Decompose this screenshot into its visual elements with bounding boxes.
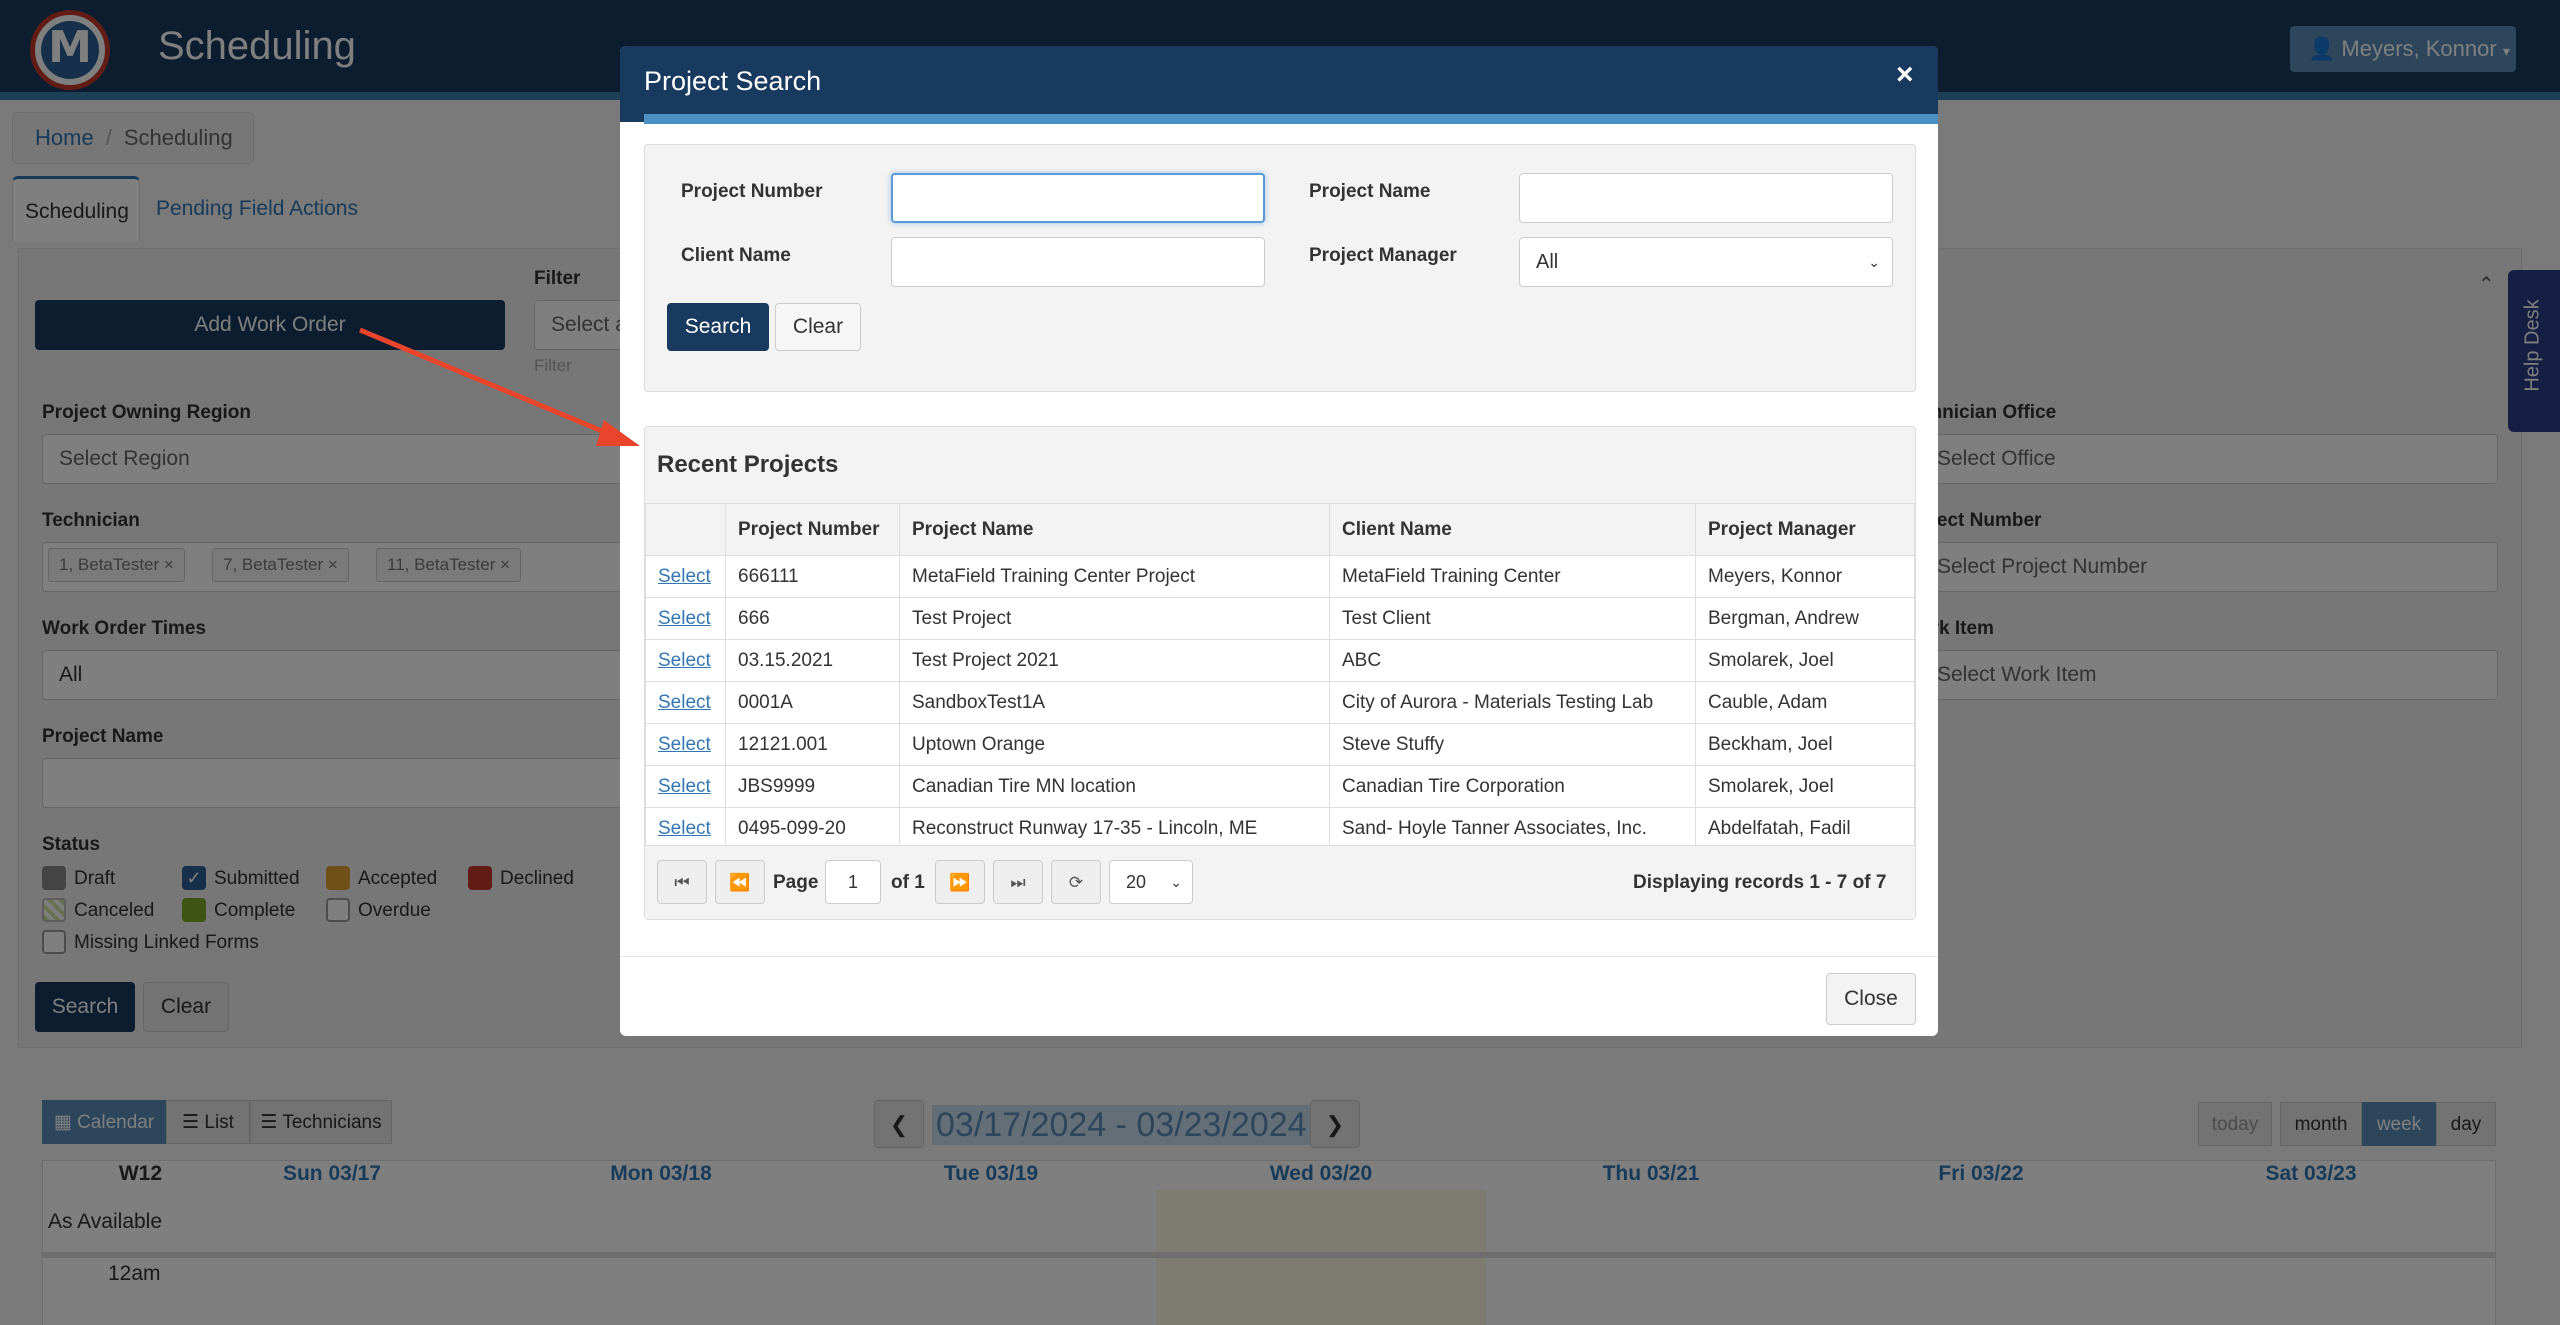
records-display: Displaying records 1 - 7 of 7 <box>1633 872 1887 893</box>
next-page-icon[interactable]: ⏩ <box>935 860 985 904</box>
project-name-label: Project Name <box>1309 181 1431 202</box>
last-page-icon[interactable]: ⏭ <box>993 860 1043 904</box>
page-count: of 1 <box>891 872 925 893</box>
project-name-cell: Test Project 2021 <box>899 639 1330 682</box>
refresh-icon[interactable]: ⟳ <box>1051 860 1101 904</box>
project-name-input[interactable] <box>1519 173 1893 223</box>
prev-page-icon[interactable]: ⏪ <box>715 860 765 904</box>
pagination-bar: ⏮ ⏪ Page 1 of 1 ⏩ ⏭ ⟳ 20 ⌄ Displaying rec… <box>645 845 1915 919</box>
recent-projects-table: Project Number Project Name Client Name … <box>645 503 1915 850</box>
table-row: Select 666111 MetaField Training Center … <box>645 555 1915 598</box>
project-number-label: Project Number <box>681 181 823 202</box>
modal-search-button[interactable]: Search <box>667 303 769 351</box>
select-link[interactable]: Select <box>658 649 711 671</box>
project-manager-select[interactable]: All ⌄ <box>1519 237 1893 287</box>
search-form: Project Number Project Name Client Name … <box>644 144 1916 392</box>
table-header-row: Project Number Project Name Client Name … <box>645 503 1915 556</box>
chevron-down-icon: ⌄ <box>1170 874 1182 890</box>
modal-footer: Close <box>620 956 1938 1036</box>
recent-projects-title: Recent Projects <box>657 451 839 478</box>
column-header-project-name[interactable]: Project Name <box>899 503 1330 556</box>
project-name-cell: Test Project <box>899 597 1330 640</box>
project-manager-cell: Beckham, Joel <box>1695 723 1915 766</box>
page-size-select[interactable]: 20 ⌄ <box>1109 860 1193 904</box>
client-name-cell: Sand- Hoyle Tanner Associates, Inc. <box>1329 807 1696 850</box>
select-link[interactable]: Select <box>658 733 711 755</box>
column-header-client-name[interactable]: Client Name <box>1329 503 1696 556</box>
client-name-cell: Test Client <box>1329 597 1696 640</box>
select-link[interactable]: Select <box>658 775 711 797</box>
project-number-cell: 0495-099-20 <box>725 807 900 850</box>
client-name-cell: Steve Stuffy <box>1329 723 1696 766</box>
select-link[interactable]: Select <box>658 607 711 629</box>
modal-clear-button[interactable]: Clear <box>775 303 861 351</box>
table-row: Select 03.15.2021 Test Project 2021 ABC … <box>645 639 1915 682</box>
column-header-project-manager[interactable]: Project Manager <box>1695 503 1915 556</box>
project-manager-cell: Smolarek, Joel <box>1695 765 1915 808</box>
table-row: Select 0001A SandboxTest1A City of Auror… <box>645 681 1915 724</box>
project-number-cell: 666 <box>725 597 900 640</box>
project-manager-label: Project Manager <box>1309 245 1457 266</box>
arrow-head <box>596 420 640 446</box>
project-manager-cell: Meyers, Konnor <box>1695 555 1915 598</box>
select-link[interactable]: Select <box>658 565 711 587</box>
client-name-label: Client Name <box>681 245 791 266</box>
project-name-cell: Canadian Tire MN location <box>899 765 1330 808</box>
project-search-modal: Project Search × Project Number Project … <box>620 46 1938 1036</box>
select-link[interactable]: Select <box>658 817 711 839</box>
page-label: Page <box>773 872 819 893</box>
client-name-cell: City of Aurora - Materials Testing Lab <box>1329 681 1696 724</box>
project-name-cell: MetaField Training Center Project <box>899 555 1330 598</box>
client-name-cell: Canadian Tire Corporation <box>1329 765 1696 808</box>
recent-projects-panel: Recent Projects Project Number Project N… <box>644 426 1916 920</box>
project-name-cell: Uptown Orange <box>899 723 1330 766</box>
client-name-input[interactable] <box>891 237 1265 287</box>
modal-close-button[interactable]: Close <box>1826 973 1916 1025</box>
modal-header: Project Search × <box>620 46 1938 122</box>
column-header-select <box>645 503 726 556</box>
table-row: Select JBS9999 Canadian Tire MN location… <box>645 765 1915 808</box>
select-link[interactable]: Select <box>658 691 711 713</box>
page-number-input[interactable]: 1 <box>825 860 881 904</box>
project-number-cell: 0001A <box>725 681 900 724</box>
arrow-shaft <box>359 327 615 439</box>
project-name-cell: SandboxTest1A <box>899 681 1330 724</box>
chevron-down-icon: ⌄ <box>1868 254 1880 270</box>
project-number-cell: 03.15.2021 <box>725 639 900 682</box>
table-row: Select 666 Test Project Test Client Berg… <box>645 597 1915 640</box>
modal-header-accent <box>644 114 1938 124</box>
project-number-cell: 666111 <box>725 555 900 598</box>
table-row: Select 12121.001 Uptown Orange Steve Stu… <box>645 723 1915 766</box>
first-page-icon[interactable]: ⏮ <box>657 860 707 904</box>
project-manager-cell: Smolarek, Joel <box>1695 639 1915 682</box>
close-icon[interactable]: × <box>1896 58 1914 91</box>
table-row: Select 0495-099-20 Reconstruct Runway 17… <box>645 807 1915 850</box>
project-number-input[interactable] <box>891 173 1265 223</box>
client-name-cell: MetaField Training Center <box>1329 555 1696 598</box>
modal-title: Project Search <box>644 66 822 96</box>
column-header-project-number[interactable]: Project Number <box>725 503 900 556</box>
